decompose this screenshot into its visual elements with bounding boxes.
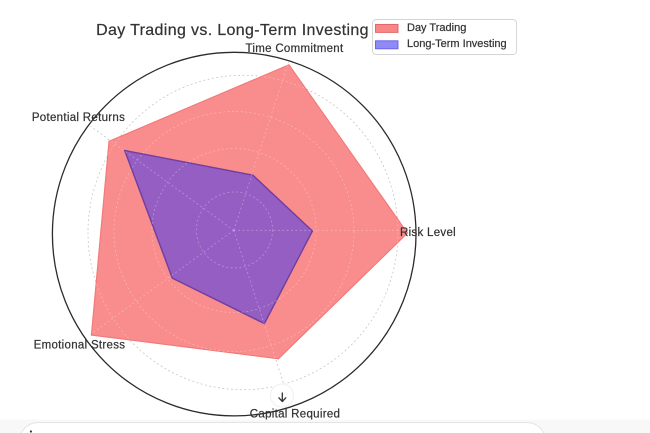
svg-text:Day Trading vs. Long-Term Inve: Day Trading vs. Long-Term Investing <box>96 22 369 39</box>
svg-text:Emotional Stress: Emotional Stress <box>34 340 126 352</box>
svg-text:Risk Level: Risk Level <box>400 227 456 239</box>
svg-text:Time Commitment: Time Commitment <box>246 43 345 55</box>
svg-text:Day Trading: Day Trading <box>407 22 466 34</box>
svg-text:Potential Returns: Potential Returns <box>32 112 125 124</box>
svg-text:Long-Term Investing: Long-Term Investing <box>407 38 507 50</box>
svg-text:Capital Required: Capital Required <box>250 409 340 421</box>
